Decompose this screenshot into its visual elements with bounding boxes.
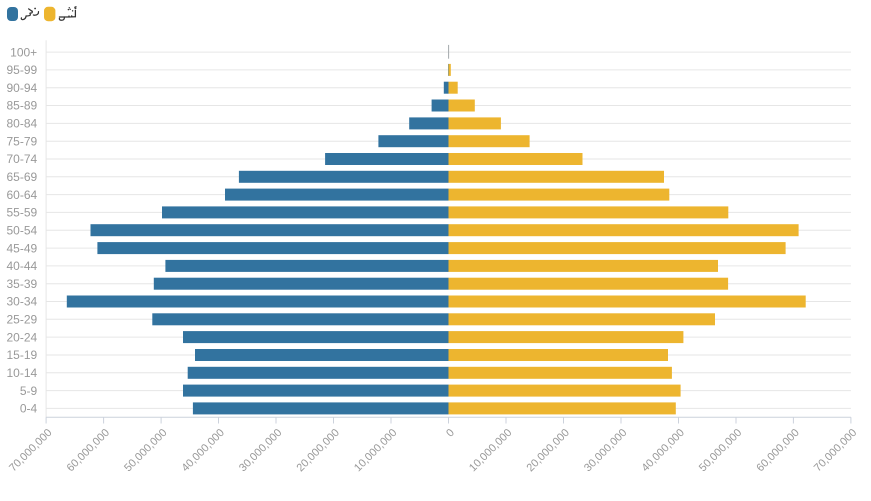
svg-text:20-24: 20-24 <box>6 330 37 344</box>
svg-text:85-89: 85-89 <box>6 99 37 113</box>
svg-text:70-74: 70-74 <box>6 152 37 166</box>
svg-text:15-19: 15-19 <box>6 348 37 362</box>
svg-text:45-49: 45-49 <box>6 241 37 255</box>
svg-text:50-54: 50-54 <box>6 223 37 237</box>
svg-text:75-79: 75-79 <box>6 134 37 148</box>
svg-text:10-14: 10-14 <box>6 366 37 380</box>
svg-text:35-39: 35-39 <box>6 277 37 291</box>
svg-text:60-64: 60-64 <box>6 188 37 202</box>
svg-text:65-69: 65-69 <box>6 170 37 184</box>
svg-text:5-9: 5-9 <box>20 384 38 398</box>
svg-text:25-29: 25-29 <box>6 313 37 327</box>
svg-text:30-34: 30-34 <box>6 295 37 309</box>
svg-text:55-59: 55-59 <box>6 206 37 220</box>
svg-text:40-44: 40-44 <box>6 259 37 273</box>
svg-text:90-94: 90-94 <box>6 81 37 95</box>
svg-text:80-84: 80-84 <box>6 117 37 131</box>
svg-text:100+: 100+ <box>10 45 37 59</box>
svg-text:95-99: 95-99 <box>6 63 37 77</box>
svg-text:0-4: 0-4 <box>20 402 38 416</box>
